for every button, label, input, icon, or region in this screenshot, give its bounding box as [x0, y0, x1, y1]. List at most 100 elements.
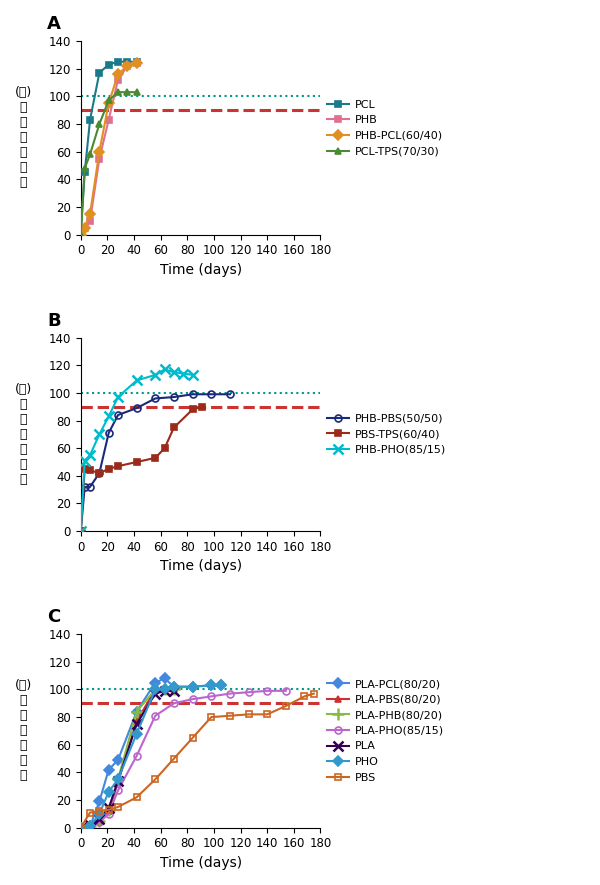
PCL-TPS(70/30) [86, 149, 94, 159]
PHB [96, 153, 103, 164]
PHB-PHO(85/15) [115, 392, 122, 403]
Line: PLA-PHB(80/20): PLA-PHB(80/20) [75, 684, 179, 834]
PBS-TPS(60/40) [199, 402, 206, 412]
PHB-PHO(85/15) [179, 368, 187, 379]
PHB-PCL(60/40) [77, 229, 85, 240]
PBS [96, 806, 103, 817]
PLA-PCL(80/20) [161, 673, 168, 684]
PBS-TPS(60/40) [105, 464, 112, 474]
PHB-PCL(60/40) [96, 146, 103, 157]
PLA [161, 686, 168, 696]
PBS [208, 712, 215, 722]
PHB [105, 114, 112, 125]
PLA-PHO(85/15) [105, 809, 112, 820]
Line: PCL: PCL [77, 58, 140, 238]
Line: PCL-TPS(70/30): PCL-TPS(70/30) [77, 88, 140, 238]
PLA [96, 814, 103, 825]
X-axis label: Time (days): Time (days) [160, 856, 242, 870]
PLA-PCL(80/20) [96, 796, 103, 807]
PBS-TPS(60/40) [86, 465, 94, 475]
PLA-PHB(80/20) [115, 774, 122, 785]
PBS [133, 792, 140, 803]
Line: PBS-TPS(60/40): PBS-TPS(60/40) [77, 404, 205, 535]
PBS-TPS(60/40) [189, 404, 196, 415]
PLA-PCL(80/20) [217, 680, 224, 690]
PCL [124, 57, 131, 67]
Line: PLA-PBS(80/20): PLA-PBS(80/20) [77, 686, 178, 831]
PLA-PHO(85/15) [133, 750, 140, 761]
PHB [77, 229, 85, 240]
PLA-PHO(85/15) [170, 698, 178, 709]
PCL-TPS(70/30) [133, 87, 140, 97]
Line: PHO: PHO [77, 681, 224, 831]
PBS [263, 709, 271, 720]
PLA-PHO(85/15) [263, 686, 271, 696]
PBS [189, 733, 196, 743]
PLA [115, 775, 122, 786]
PLA-PHO(85/15) [96, 817, 103, 827]
PHB-PBS(50/50) [152, 393, 159, 404]
PLA-PBS(80/20) [77, 822, 85, 833]
Line: PLA-PCL(80/20): PLA-PCL(80/20) [77, 675, 224, 831]
PHB [81, 222, 88, 233]
Text: A: A [47, 15, 61, 34]
PLA-PHB(80/20) [105, 804, 112, 815]
PLA-PHB(80/20) [152, 684, 159, 695]
PLA-PHO(85/15) [152, 711, 159, 721]
PHB-PHO(85/15) [105, 412, 112, 422]
PLA-PCL(80/20) [152, 677, 159, 688]
PBS-TPS(60/40) [77, 526, 85, 536]
PHB-PCL(60/40) [81, 222, 88, 233]
PCL [115, 57, 122, 67]
PLA-PCL(80/20) [115, 755, 122, 766]
PLA-PHO(85/15) [189, 694, 196, 704]
Legend: PLA-PCL(80/20), PLA-PBS(80/20), PLA-PHB(80/20), PLA-PHO(85/15), PLA, PHO, PBS: PLA-PCL(80/20), PLA-PBS(80/20), PLA-PHB(… [323, 675, 449, 787]
PHB-PBS(50/50) [96, 468, 103, 479]
PHB-PHO(85/15) [81, 455, 88, 466]
Legend: PHB-PBS(50/50), PBS-TPS(60/40), PHB-PHO(85/15): PHB-PBS(50/50), PBS-TPS(60/40), PHB-PHO(… [323, 410, 451, 459]
PLA-PBS(80/20) [105, 806, 112, 817]
PLA-PBS(80/20) [152, 684, 159, 695]
PHB-PCL(60/40) [133, 58, 140, 68]
PHO [96, 809, 103, 820]
PHB-PBS(50/50) [81, 481, 88, 492]
PHB-PBS(50/50) [105, 427, 112, 438]
Text: B: B [47, 312, 61, 330]
PHB-PHO(85/15) [152, 370, 159, 381]
PHO [77, 822, 85, 833]
PLA-PHO(85/15) [86, 821, 94, 832]
Line: PHB-PHO(85/15): PHB-PHO(85/15) [76, 365, 197, 536]
PHO [133, 728, 140, 739]
PLA-PHB(80/20) [86, 821, 94, 832]
PBS [77, 822, 85, 833]
PLA-PCL(80/20) [77, 822, 85, 833]
PHB-PHO(85/15) [133, 375, 140, 386]
PHB-PBS(50/50) [170, 392, 178, 403]
PCL-TPS(70/30) [96, 119, 103, 129]
PHB-PHO(85/15) [161, 364, 168, 374]
PHB-PBS(50/50) [115, 410, 122, 420]
PCL-TPS(70/30) [124, 87, 131, 97]
PLA [86, 820, 94, 830]
PBS-TPS(60/40) [133, 457, 140, 467]
PLA-PHO(85/15) [282, 686, 289, 696]
PHO [105, 787, 112, 797]
PHB-PBS(50/50) [86, 481, 94, 492]
PBS-TPS(60/40) [81, 464, 88, 474]
PHB-PBS(50/50) [226, 389, 233, 400]
PHB-PCL(60/40) [105, 98, 112, 109]
PHO [152, 684, 159, 695]
Y-axis label: (％)
相
对
生
物
降
解: (％) 相 对 生 物 降 解 [15, 680, 32, 782]
PLA-PHO(85/15) [77, 822, 85, 833]
PLA [170, 686, 178, 696]
Text: C: C [47, 608, 61, 627]
PHB-PCL(60/40) [115, 69, 122, 80]
PHB [115, 74, 122, 85]
PLA-PBS(80/20) [161, 684, 168, 695]
PHO [217, 680, 224, 690]
X-axis label: Time (days): Time (days) [160, 559, 242, 573]
PLA-PCL(80/20) [208, 680, 215, 690]
Line: PHB: PHB [77, 59, 140, 238]
PLA-PHO(85/15) [226, 689, 233, 699]
PBS-TPS(60/40) [96, 468, 103, 479]
